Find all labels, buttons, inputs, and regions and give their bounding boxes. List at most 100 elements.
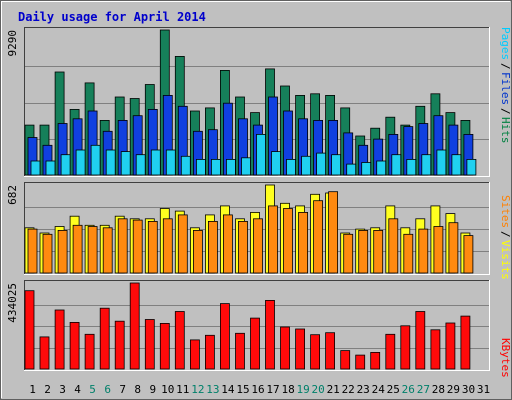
bar-pages [30,160,41,176]
x-tick-label: 30 [462,383,475,396]
bar-kbytes [445,322,456,370]
x-tick-label: 31 [477,383,490,396]
bar-kbytes [24,290,35,370]
bar-pages [436,149,447,176]
bar-kbytes [189,339,200,370]
bar-pages [316,152,327,176]
bar-sites [207,220,218,274]
bar-sites [147,220,158,274]
bar-pages [241,157,251,176]
bar-sites [27,228,38,274]
x-tick-label: 18 [281,383,294,396]
panel-kbytes: 434025 KBytes [6,280,512,378]
x-tick-label: 28 [432,383,445,396]
legend-separator: / [499,108,512,115]
bar-kbytes [355,354,366,370]
bar-sites [72,224,83,274]
bar-pages [180,155,191,176]
bar-kbytes [54,309,65,370]
legend-separator: / [499,63,512,70]
bar-sites [448,222,459,274]
x-tick-label: 29 [447,383,460,396]
bar-pages [301,155,312,176]
bar-sites [162,218,173,274]
bar-kbytes [280,326,290,370]
bar-sites [253,218,263,274]
bar-kbytes [159,322,170,370]
bar-kbytes [114,320,125,370]
bar-pages [361,162,372,176]
x-tick-label: 27 [417,383,430,396]
bar-pages [331,154,342,176]
x-tick-label: 17 [266,383,279,396]
x-tick-label: 25 [387,383,400,396]
legend-item-sites: Sites [499,195,512,228]
x-tick-label: 12 [191,383,204,396]
bar-sites [328,191,339,274]
bar-pages [210,158,221,176]
legend-separator: / [499,231,512,238]
x-tick-label: 6 [104,383,111,396]
x-tick-label: 19 [296,383,309,396]
bar-kbytes [144,319,155,370]
bar-pages [135,154,146,176]
bar-kbytes [219,303,230,370]
bar-kbytes [174,311,185,370]
legend-item-pages: Pages [499,27,512,60]
bar-sites [57,229,68,274]
legend-item-visits: Visits [499,240,512,280]
x-tick-label: 11 [176,383,189,396]
bar-sites [132,219,143,274]
bar-pages [256,133,266,176]
x-tick-label: 20 [311,383,324,396]
legend-visits-sites: Sites / Visits [499,195,512,280]
bar-sites [343,233,354,274]
bar-sites [418,228,429,274]
x-tick-label: 7 [119,383,126,396]
series-pages [30,133,477,176]
bar-sites [403,233,414,274]
bar-sites [433,226,444,274]
bar-sites [87,226,98,274]
bar-pages [225,158,236,176]
x-tick-label: 26 [402,383,415,396]
x-axis-labels: 1 2 3 4 5 6 7 8 9 10 11 12 13 14 15 16 17 18 19 20 21 22 23 24 2… [29,383,490,396]
bar-sites [283,208,293,274]
x-tick-label: 5 [89,383,96,396]
bar-pages [120,151,131,176]
bar-kbytes [265,299,275,370]
bar-kbytes [325,332,336,370]
bar-kbytes [430,329,441,370]
bar-kbytes [204,334,215,370]
bar-kbytes [99,307,110,370]
x-tick-label: 13 [206,383,219,396]
bar-kbytes [310,334,321,370]
x-tick-label: 21 [327,383,340,396]
bar-kbytes [250,317,260,370]
bar-pages [466,158,477,176]
series-kbytes [24,282,471,370]
bar-pages [45,160,56,176]
x-tick-label: 14 [221,383,235,396]
x-tick-label: 1 [29,383,36,396]
bar-pages [90,144,101,176]
y-max-label: 9290 [6,30,19,57]
bar-kbytes [460,315,471,370]
bar-sites [388,218,399,274]
legend-item-kbytes: KBytes [499,338,512,378]
bar-sites [268,205,278,274]
bar-kbytes [415,311,426,370]
legend-item-hits: Hits [499,117,512,144]
x-tick-label: 9 [149,383,156,396]
chart-title: Daily usage for April 2014 [18,10,206,24]
bar-sites [298,211,309,274]
x-tick-label: 3 [59,383,66,396]
bar-sites [463,235,474,274]
bar-sites [358,229,369,274]
bar-pages [150,149,161,176]
bar-kbytes [39,336,50,370]
bar-sites [238,220,248,274]
bar-pages [406,158,417,176]
bar-pages [286,158,296,176]
x-tick-label: 2 [44,383,51,396]
